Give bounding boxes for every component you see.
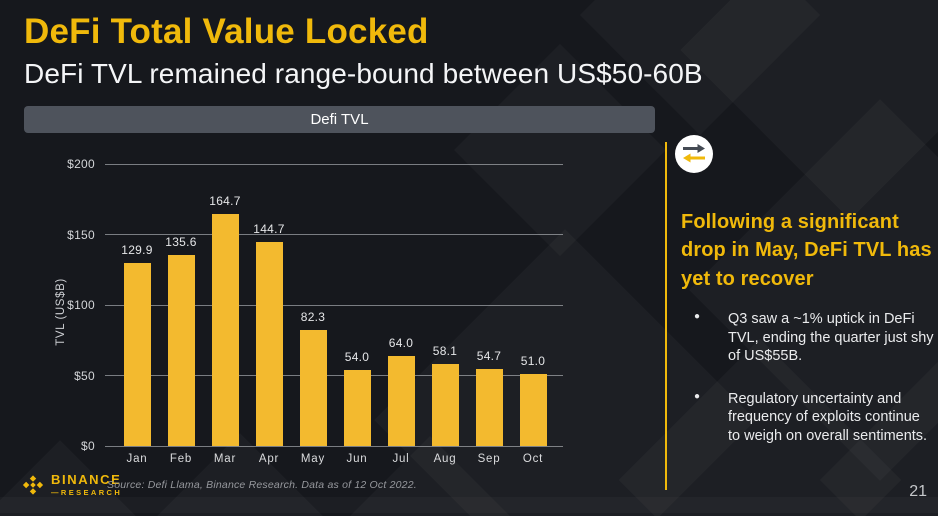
swap-arrows-icon bbox=[675, 135, 713, 173]
chart-plot: 129.9 Jan 135.6 Feb 164.7 Mar 144.7 Apr 82.3 May 5… bbox=[105, 163, 563, 465]
x-axis-tick-label: Jun bbox=[346, 453, 368, 465]
x-axis-tick-label: May bbox=[300, 453, 326, 465]
bar-jul bbox=[387, 355, 415, 446]
bar-aug bbox=[431, 364, 459, 446]
x-axis-tick-label: Feb bbox=[169, 453, 193, 465]
y-axis: $0 $50 $100 $150 $200 bbox=[0, 157, 100, 453]
insight-bullet: Regulatory uncertainty and frequency of … bbox=[681, 390, 935, 446]
bar-sep bbox=[475, 368, 503, 446]
source-note: Source: Defi Llama, Binance Research. Da… bbox=[107, 479, 417, 491]
bar-value-label: 64.0 bbox=[388, 335, 414, 350]
bar-apr bbox=[255, 241, 283, 446]
x-axis-tick-label: Jul bbox=[392, 453, 410, 465]
bar-jan bbox=[123, 262, 151, 446]
divider-line bbox=[665, 142, 667, 490]
page-title: DeFi Total Value Locked bbox=[24, 12, 429, 51]
chart-title-bar: Defi TVL bbox=[24, 106, 655, 133]
page-number: 21 bbox=[909, 483, 927, 500]
bar-value-label: 164.7 bbox=[209, 193, 241, 208]
x-axis-tick-label: Oct bbox=[522, 453, 544, 465]
y-axis-tick-label: $150 bbox=[67, 227, 95, 242]
page-subtitle: DeFi TVL remained range-bound between US… bbox=[24, 58, 703, 89]
swap-arrows-glyph bbox=[683, 144, 705, 163]
insight-bullet: Q3 saw a ~1% uptick in DeFi TVL, ending … bbox=[681, 310, 935, 366]
logo-primary-text: BINANCE bbox=[51, 472, 122, 487]
gridline bbox=[105, 234, 563, 235]
binance-research-logo: BINANCE —RESEARCH bbox=[22, 472, 122, 497]
bar-value-label: 129.9 bbox=[121, 242, 153, 257]
gridline bbox=[105, 445, 563, 447]
bar-mar bbox=[211, 213, 239, 446]
x-axis-tick-label: Apr bbox=[258, 453, 280, 465]
gridline bbox=[105, 304, 563, 306]
y-axis-tick-label: $100 bbox=[67, 298, 95, 312]
x-axis-tick-label: Jan bbox=[126, 453, 148, 465]
bar-value-label: 144.7 bbox=[253, 221, 285, 236]
x-axis-tick-label: Mar bbox=[213, 453, 237, 465]
insight-bullet-list: Q3 saw a ~1% uptick in DeFi TVL, ending … bbox=[681, 310, 935, 445]
insight-heading: Following a significant drop in May, DeF… bbox=[681, 211, 932, 290]
x-axis-tick-label: Aug bbox=[433, 453, 457, 465]
chart-title-label: Defi TVL bbox=[310, 111, 369, 128]
y-axis-tick-label: $0 bbox=[81, 439, 95, 453]
binance-diamond-icon bbox=[22, 474, 44, 495]
gridline bbox=[105, 163, 563, 165]
bar-feb bbox=[167, 254, 195, 446]
bar-value-label: 58.1 bbox=[432, 344, 458, 359]
bar-value-label: 54.7 bbox=[476, 348, 502, 363]
bar-value-label: 82.3 bbox=[300, 309, 326, 324]
x-axis-tick-label: Sep bbox=[477, 453, 501, 465]
y-axis-tick-label: $200 bbox=[67, 157, 95, 171]
y-axis-tick-label: $50 bbox=[74, 368, 95, 383]
bar-jun bbox=[343, 369, 371, 446]
logo-secondary-text: —RESEARCH bbox=[51, 488, 123, 497]
bar-oct bbox=[519, 374, 547, 446]
bar-value-label: 135.6 bbox=[165, 234, 197, 249]
gridline bbox=[105, 375, 563, 376]
bar-value-label: 54.0 bbox=[344, 349, 370, 364]
bar-value-label: 51.0 bbox=[520, 354, 546, 369]
bar-may bbox=[299, 329, 327, 446]
